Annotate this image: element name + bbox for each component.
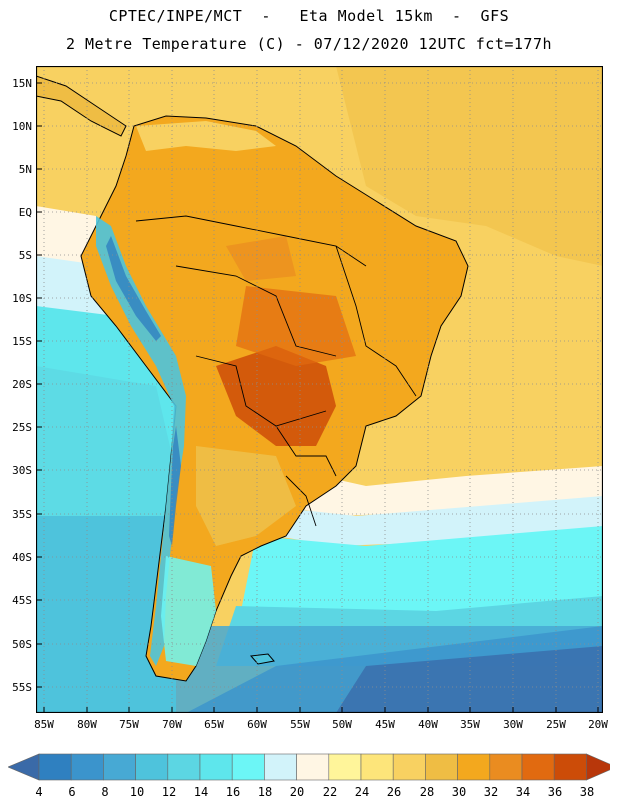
lat-label-10s: 10S bbox=[12, 292, 32, 305]
lat-label-eq: EQ bbox=[18, 206, 32, 219]
lon-label-70w: 70W bbox=[162, 718, 182, 731]
color-bar-cell bbox=[135, 753, 169, 781]
color-bar-cell bbox=[521, 753, 555, 781]
lon-label-45w: 45W bbox=[375, 718, 395, 731]
cb-label-32: 32 bbox=[483, 785, 499, 799]
country-borders bbox=[135, 215, 417, 527]
color-bar-cell bbox=[457, 753, 491, 781]
border-north bbox=[135, 215, 367, 267]
andes-high-peaks-north bbox=[106, 236, 161, 341]
ocean-band-equatorial-warm bbox=[336, 66, 603, 266]
lat-label-30s: 30S bbox=[12, 464, 32, 477]
cb-label-16: 16 bbox=[225, 785, 241, 799]
color-bar-arrow-low bbox=[8, 753, 40, 781]
lat-label-50s: 50S bbox=[12, 638, 32, 651]
color-bar-cell bbox=[231, 753, 265, 781]
color-bar-cell bbox=[392, 753, 426, 781]
lat-label-5n: 5N bbox=[18, 163, 32, 176]
cb-label-36: 36 bbox=[547, 785, 563, 799]
graticule bbox=[36, 66, 603, 713]
patagonia-cool bbox=[161, 556, 216, 666]
border-peru-brazil bbox=[175, 265, 337, 357]
cb-label-18: 18 bbox=[257, 785, 273, 799]
falkland-islands bbox=[249, 653, 275, 665]
border-paraguay bbox=[275, 425, 337, 477]
color-bar-arrow-high bbox=[586, 753, 610, 781]
color-bar-cell bbox=[553, 753, 587, 781]
color-bar-cells bbox=[8, 753, 610, 781]
hot-core-central-brazil bbox=[236, 286, 356, 366]
cb-label-30: 30 bbox=[451, 785, 467, 799]
color-bar-cell bbox=[70, 753, 104, 781]
lon-label-55w: 55W bbox=[290, 718, 310, 731]
lat-label-15n: 15N bbox=[12, 77, 32, 90]
lon-label-85w: 85W bbox=[34, 718, 54, 731]
lat-label-40s: 40S bbox=[12, 551, 32, 564]
ocean-band-pacific-colder bbox=[36, 366, 186, 516]
color-bar-cell bbox=[296, 753, 330, 781]
color-bar-cell bbox=[264, 753, 297, 781]
andes-cold-ridge bbox=[96, 216, 186, 666]
map-title-line-2: 2 Metre Temperature (C) - 07/12/2020 12U… bbox=[65, 35, 553, 53]
cb-label-10: 10 bbox=[129, 785, 145, 799]
color-bar-cell bbox=[328, 753, 362, 781]
color-bar-cell bbox=[103, 753, 136, 781]
temperature-map bbox=[36, 66, 603, 713]
lon-label-60w: 60W bbox=[247, 718, 267, 731]
cb-label-22: 22 bbox=[322, 785, 338, 799]
lat-label-45s: 45S bbox=[12, 594, 32, 607]
map-title-line-1: CPTEC/INPE/MCT - Eta Model 15km - GFS bbox=[108, 7, 510, 25]
map-frame bbox=[36, 66, 603, 713]
cb-label-14: 14 bbox=[193, 785, 209, 799]
cb-label-6: 6 bbox=[68, 785, 76, 799]
cb-label-26: 26 bbox=[386, 785, 402, 799]
lat-label-20s: 20S bbox=[12, 378, 32, 391]
cb-label-20: 20 bbox=[289, 785, 305, 799]
andes-high-peaks-south bbox=[169, 426, 181, 546]
lon-label-75w: 75W bbox=[119, 718, 139, 731]
lat-label-15s: 15S bbox=[12, 335, 32, 348]
ocean-band-deep-polar bbox=[336, 646, 603, 713]
color-bar-cell bbox=[38, 753, 72, 781]
cb-label-38: 38 bbox=[579, 785, 595, 799]
hot-core-amazon bbox=[226, 236, 296, 281]
cb-label-24: 24 bbox=[354, 785, 370, 799]
lon-label-30w: 30W bbox=[503, 718, 523, 731]
lon-label-25w: 25W bbox=[546, 718, 566, 731]
color-bar-cell bbox=[360, 753, 394, 781]
hot-core-paraguay bbox=[216, 346, 336, 446]
lon-label-40w: 40W bbox=[418, 718, 438, 731]
lat-label-55s: 55S bbox=[12, 681, 32, 694]
lon-label-50w: 50W bbox=[332, 718, 352, 731]
color-bar bbox=[8, 753, 610, 781]
lat-label-5s: 5S bbox=[18, 249, 32, 262]
color-bar-cell bbox=[489, 753, 523, 781]
lon-label-35w: 35W bbox=[460, 718, 480, 731]
lon-label-20w: 20W bbox=[588, 718, 608, 731]
pampas-warm bbox=[196, 446, 296, 546]
lat-label-10n: 10N bbox=[12, 120, 32, 133]
border-uruguay bbox=[285, 475, 317, 527]
color-bar-cell bbox=[199, 753, 233, 781]
cb-label-34: 34 bbox=[515, 785, 531, 799]
lat-label-25s: 25S bbox=[12, 421, 32, 434]
border-brazil-states bbox=[335, 245, 417, 397]
color-bar-cell bbox=[167, 753, 201, 781]
color-bar-cell bbox=[425, 753, 458, 781]
lat-label-35s: 35S bbox=[12, 508, 32, 521]
cb-label-28: 28 bbox=[419, 785, 435, 799]
lon-label-80w: 80W bbox=[77, 718, 97, 731]
cb-label-4: 4 bbox=[35, 785, 43, 799]
lon-label-65w: 65W bbox=[204, 718, 224, 731]
central-america-land bbox=[36, 75, 127, 137]
cb-label-8: 8 bbox=[101, 785, 109, 799]
north-coast-warm-band bbox=[136, 121, 276, 151]
border-bolivia bbox=[195, 355, 327, 427]
cb-label-12: 12 bbox=[161, 785, 177, 799]
